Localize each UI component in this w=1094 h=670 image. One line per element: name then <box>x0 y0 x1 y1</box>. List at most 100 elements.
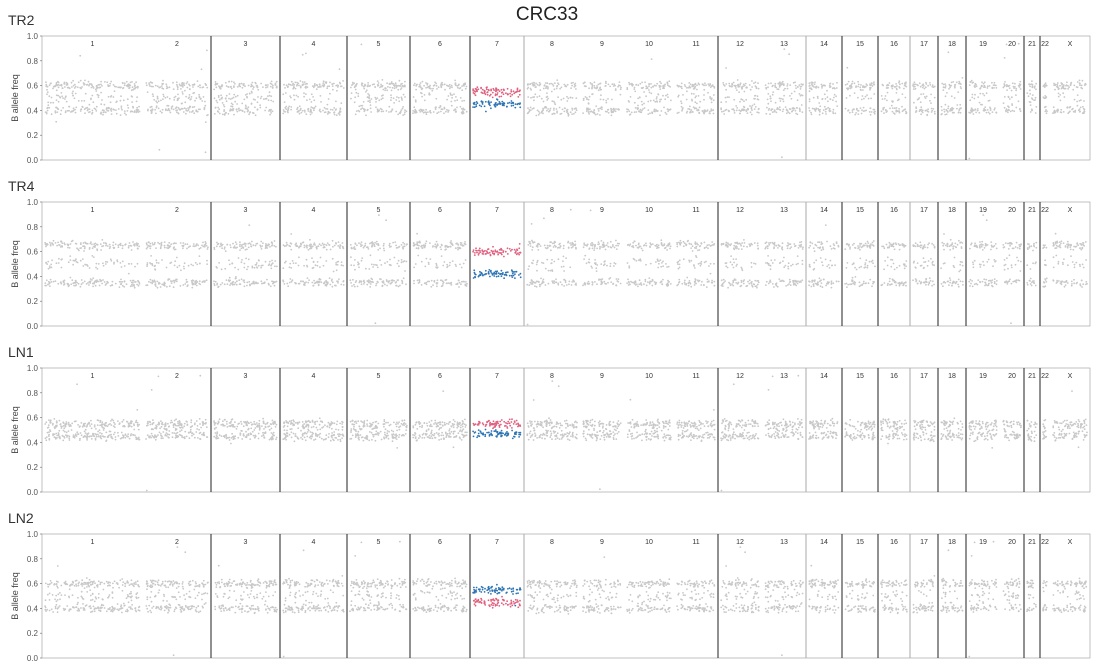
snp-point <box>331 281 334 284</box>
snp-point <box>703 246 706 249</box>
snp-point <box>711 241 714 243</box>
snp-point <box>195 279 198 282</box>
snp-point <box>55 106 57 109</box>
snp-point <box>582 246 585 249</box>
snp-point <box>657 93 660 96</box>
snp-point <box>395 284 397 287</box>
snp-point <box>261 245 264 247</box>
snp-point <box>736 79 739 81</box>
snp-point <box>158 86 161 89</box>
snp-point <box>686 110 689 113</box>
snp-point <box>603 263 606 266</box>
snp-point <box>322 82 325 84</box>
snp-point <box>1003 96 1006 98</box>
snp-point <box>159 286 162 288</box>
snp-point <box>1029 85 1031 88</box>
snp-point <box>124 244 126 246</box>
snp-point <box>662 278 664 281</box>
snp-point <box>767 86 769 89</box>
snp-point <box>44 282 47 284</box>
snp-point <box>765 86 767 89</box>
snp-point <box>825 113 827 115</box>
snp-point <box>703 284 705 287</box>
snp-point <box>778 106 781 109</box>
snp-point <box>162 95 165 98</box>
chr7-snp-point <box>519 252 522 254</box>
snp-point <box>127 107 130 109</box>
snp-point <box>177 106 180 109</box>
snp-point <box>335 269 338 272</box>
chr7-snp-point <box>507 93 509 96</box>
snp-point <box>320 281 323 284</box>
snp-point <box>427 263 430 265</box>
snp-point <box>243 279 245 282</box>
snp-point <box>191 286 194 289</box>
snp-point <box>369 107 372 110</box>
snp-point <box>182 244 185 247</box>
snp-point <box>380 98 383 101</box>
snp-point <box>192 264 195 267</box>
snp-point <box>246 248 248 251</box>
snp-point <box>416 232 418 235</box>
snp-point <box>216 101 219 104</box>
snp-point <box>165 266 168 269</box>
snp-point <box>54 111 57 114</box>
snp-point <box>70 81 73 84</box>
snp-point <box>1083 110 1086 113</box>
snp-point <box>130 263 133 265</box>
snp-point <box>150 81 153 84</box>
snp-point <box>119 262 122 264</box>
snp-point <box>155 112 157 115</box>
snp-point <box>600 283 602 286</box>
snp-point <box>834 87 836 90</box>
snp-point <box>968 157 971 160</box>
snp-point <box>659 100 661 103</box>
snp-point <box>100 91 102 94</box>
snp-point <box>538 84 541 87</box>
snp-point <box>439 246 442 249</box>
snp-point <box>691 250 694 252</box>
snp-point <box>640 100 643 103</box>
snp-point <box>816 97 819 99</box>
snp-point <box>848 111 851 114</box>
snp-point <box>233 85 235 87</box>
snp-point <box>388 244 391 247</box>
snp-point <box>162 98 164 101</box>
snp-point <box>559 87 561 90</box>
snp-point <box>794 84 797 87</box>
snp-point <box>538 95 541 98</box>
snp-point <box>781 110 784 113</box>
snp-point <box>72 84 75 87</box>
snp-point <box>384 87 386 89</box>
snp-point <box>57 108 60 111</box>
snp-point <box>531 281 533 284</box>
snp-point <box>399 110 402 113</box>
snp-point <box>560 266 563 268</box>
snp-point <box>183 107 186 109</box>
snp-point <box>293 98 296 101</box>
chr7-snp-point <box>473 92 476 95</box>
snp-point <box>596 86 598 89</box>
snp-point <box>677 111 680 114</box>
snp-point <box>396 96 398 98</box>
snp-point <box>303 284 306 286</box>
snp-point <box>131 110 134 113</box>
snp-point <box>645 263 647 266</box>
chr7-snp-point <box>484 273 487 275</box>
snp-point <box>400 97 403 100</box>
y-tick-label: 0.0 <box>27 156 39 165</box>
snp-point <box>79 110 82 112</box>
y-tick-label: 0.6 <box>27 82 39 91</box>
snp-point <box>248 283 251 286</box>
snp-point <box>357 95 360 98</box>
chr7-snp-point <box>481 88 484 91</box>
snp-point <box>748 84 751 86</box>
snp-point <box>355 110 358 112</box>
snp-point <box>74 92 77 95</box>
snp-point <box>824 84 826 87</box>
snp-point <box>395 281 398 283</box>
snp-point <box>432 284 434 286</box>
snp-point <box>186 247 188 250</box>
snp-point <box>559 242 561 245</box>
snp-point <box>551 258 553 261</box>
